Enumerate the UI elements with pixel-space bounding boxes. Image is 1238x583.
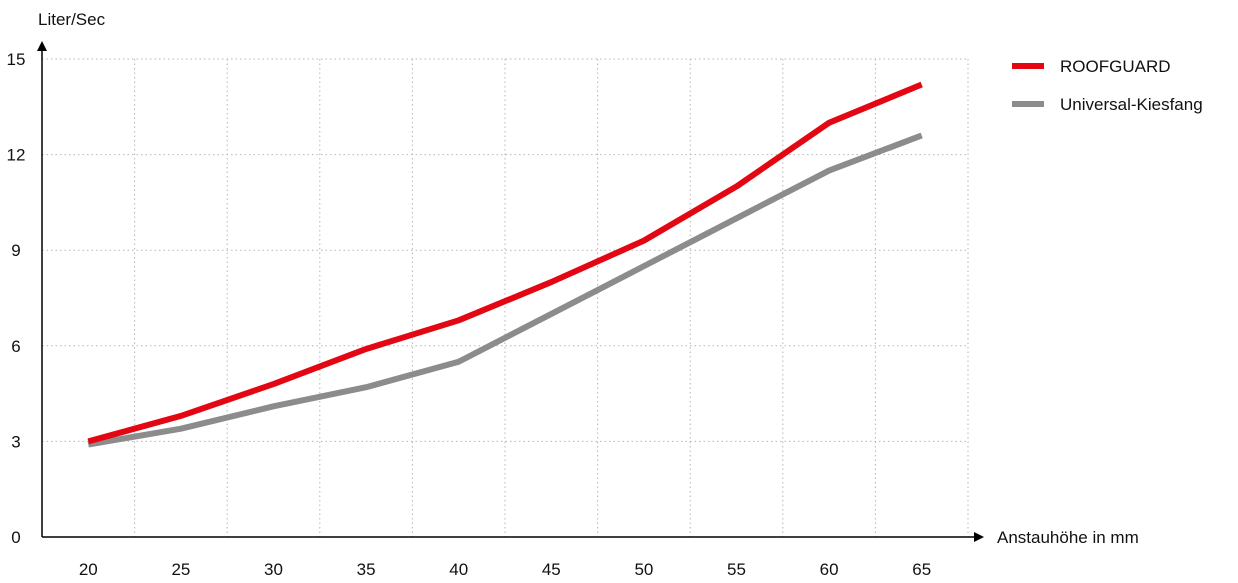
x-tick-label-3: 35 (357, 560, 376, 579)
x-tick-label-8: 60 (820, 560, 839, 579)
legend-label-universal-kiesfang: Universal-Kiesfang (1060, 95, 1203, 114)
x-tick-label-9: 65 (912, 560, 931, 579)
y-tick-label-2: 6 (11, 337, 20, 356)
series-lines (87, 81, 923, 448)
series-line-roofguard (87, 81, 923, 445)
x-tick-label-1: 25 (171, 560, 190, 579)
axes: 0 3 6 9 12 15 20 25 30 35 40 45 50 55 60 65 Liter/Sec Ans… (7, 10, 1139, 579)
x-tick-label-5: 45 (542, 560, 561, 579)
x-tick-label-0: 20 (79, 560, 98, 579)
legend: ROOFGUARD Universal-Kiesfang (1012, 57, 1203, 114)
x-tick-label-6: 50 (634, 560, 653, 579)
y-tick-label-3: 9 (11, 241, 20, 260)
y-tick-label-1: 3 (11, 432, 20, 451)
x-tick-label-4: 40 (449, 560, 468, 579)
x-tick-label-2: 30 (264, 560, 283, 579)
y-tick-label-5: 15 (7, 50, 26, 69)
x-axis-title: Anstauhöhe in mm (997, 528, 1139, 547)
y-axis-title: Liter/Sec (38, 10, 106, 29)
y-tick-label-0: 0 (11, 528, 20, 547)
y-tick-label-4: 12 (7, 146, 26, 165)
legend-label-roofguard: ROOFGUARD (1060, 57, 1171, 76)
series-line-universal-kiesfang (87, 132, 923, 448)
x-tick-label-7: 55 (727, 560, 746, 579)
